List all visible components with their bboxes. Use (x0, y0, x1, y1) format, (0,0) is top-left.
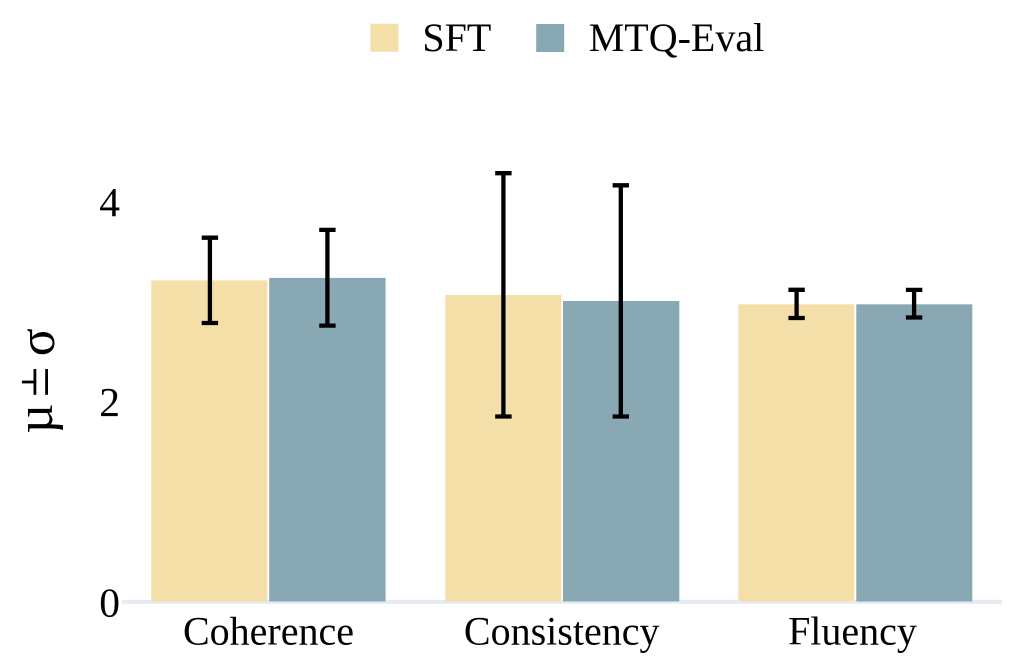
svg-text:µ: µ (7, 404, 64, 434)
svg-text:SFT: SFT (422, 15, 491, 60)
svg-text:0: 0 (99, 580, 120, 626)
svg-text:Coherence: Coherence (183, 609, 354, 654)
svg-text:Fluency: Fluency (788, 609, 917, 654)
svg-text:Consistency: Consistency (464, 609, 660, 654)
svg-text:4: 4 (99, 179, 120, 225)
svg-text:σ: σ (9, 328, 66, 356)
svg-text:2: 2 (99, 379, 120, 425)
svg-text:MTQ-Eval: MTQ-Eval (589, 15, 765, 60)
